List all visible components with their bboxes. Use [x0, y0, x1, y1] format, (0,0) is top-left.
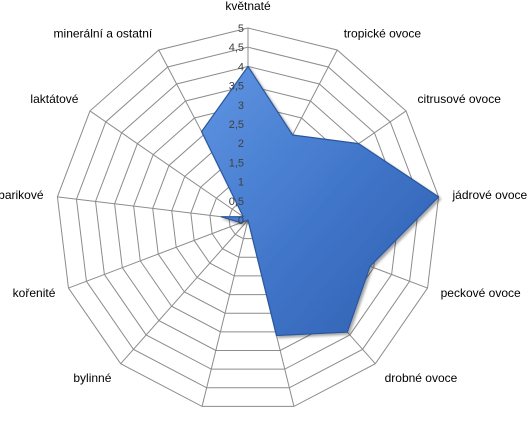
tick-label: 1,5	[229, 157, 244, 169]
category-label: barikové	[0, 188, 44, 202]
radar-series-layer	[201, 65, 440, 337]
tick-label: 4	[238, 61, 244, 73]
tick-label: 3	[238, 100, 244, 112]
tick-label: 1	[238, 177, 244, 189]
spoke-line	[68, 219, 249, 289]
category-label: květnaté	[225, 0, 271, 13]
category-label: kořenité	[13, 286, 56, 300]
category-label: tropické ovoce	[344, 27, 422, 41]
grid-ring-5	[56, 27, 440, 407]
category-label: jádrové ovoce	[451, 188, 527, 202]
grid-ring-4	[95, 65, 401, 370]
tick-label: 5	[238, 23, 244, 35]
spoke-line	[201, 219, 249, 407]
grid-ring-4,5	[75, 46, 421, 389]
tick-label: 3,5	[229, 81, 244, 93]
spoke-line	[120, 219, 249, 365]
tick-label: 4,5	[229, 42, 244, 54]
spoke-line	[89, 110, 249, 221]
category-label: drobné ovoce	[385, 371, 458, 385]
spoke-line	[57, 196, 249, 221]
category-label: bylinné	[73, 371, 111, 385]
category-label: peckové ovoce	[441, 286, 521, 300]
category-label: karamelizované	[115, 421, 199, 423]
tick-label: 0	[238, 215, 244, 227]
category-label: minerální a ostatní	[54, 27, 153, 41]
category-label: citrusové ovoce	[418, 92, 502, 106]
tick-label: 0,5	[229, 196, 244, 208]
tick-label: 2,5	[229, 119, 244, 131]
category-label: sušené a kandované ovoce	[297, 421, 443, 423]
radar-tick-labels: 0 0,5 1 1,5 2 2,5 3 3,5 4 4,5 5	[229, 23, 244, 227]
category-label: laktátové	[30, 92, 78, 106]
series-area-1	[201, 65, 440, 337]
tick-label: 2	[238, 138, 244, 150]
